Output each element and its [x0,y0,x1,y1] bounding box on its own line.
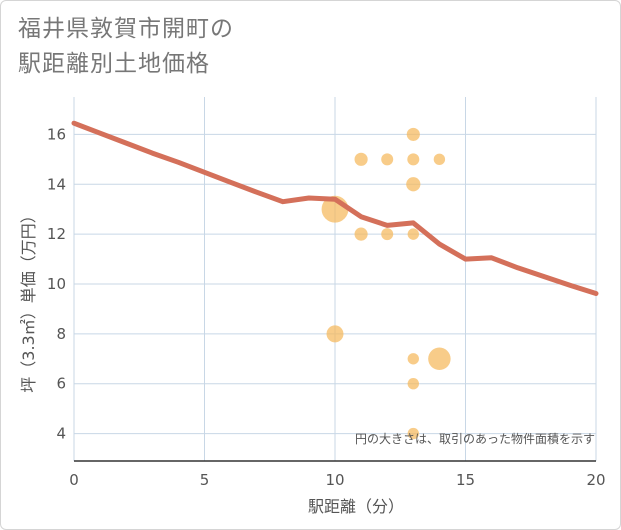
x-tick-label: 0 [69,471,79,489]
bubble-point [428,347,451,371]
y-tick-label: 12 [47,225,66,243]
tick-labels: 0 5 10 15 20 4 6 8 10 12 14 16 [47,125,606,489]
y-tick-label: 8 [56,325,66,343]
chart-title-line1: 福井県敦賀市開町の [18,16,234,42]
y-tick-label: 4 [56,425,66,443]
bubble-point [381,228,394,241]
bubble-point [407,228,419,240]
y-tick-label: 10 [47,275,66,293]
bubble-point [354,152,368,166]
x-tick-label: 10 [325,471,344,489]
bubble-size-note: 円の大きさは、取引のあった物件面積を示す [355,431,595,446]
chart-title: 福井県敦賀市開町の 駅距離別土地価格 [18,12,234,82]
bubble-point [326,325,344,343]
y-axis-title: 坪（3.3㎡）単価（万円） [19,207,38,392]
x-tick-label: 20 [586,471,605,489]
x-tick-label: 15 [456,471,475,489]
y-tick-label: 16 [47,125,66,143]
bubble-point [433,153,446,166]
bubble-point [406,127,420,141]
line-series [71,120,599,296]
bubble-point [381,153,394,166]
grid-lines [73,97,597,462]
bubble-series [321,127,451,440]
y-tick-label: 14 [47,175,66,193]
chart-title-line2: 駅距離別土地価格 [18,51,210,77]
bubble-point [407,378,419,390]
x-axis-title: 駅距離（分） [308,497,404,516]
x-tick-label: 5 [200,471,210,489]
bubble-point [354,227,368,241]
bubble-point [406,177,421,192]
average-price-line [71,120,599,296]
bubble-point [407,427,419,440]
y-tick-label: 6 [56,375,66,393]
bubble-point [407,153,420,166]
bubble-point [407,353,419,365]
